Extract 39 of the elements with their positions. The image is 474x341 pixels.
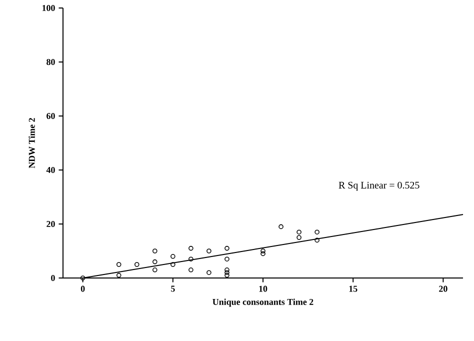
point [116,262,122,267]
point [188,256,194,262]
point [116,272,122,278]
point [224,268,230,272]
x-tick-label: 10 [259,286,268,292]
x-tick-label: 0 [80,286,85,292]
annotation: R Sq Linear = 0.525 [338,182,420,191]
y-tick-label: 40 [46,166,55,174]
point [188,246,194,251]
point [260,248,266,254]
x-tick-label: 5 [171,286,175,292]
x-axis-title: Unique consonants Time 2 [212,298,314,307]
point [206,248,212,254]
point [314,238,320,243]
point [296,235,302,240]
y-tick-label: 60 [46,112,55,120]
point [134,262,140,267]
point [314,230,320,234]
point [224,270,230,275]
y-tick-label: 0 [51,274,55,282]
y-tick-label: 100 [42,4,55,12]
point [224,246,230,251]
x-tick-label: 20 [439,286,448,292]
y-axis-title: NDW Time 2 [28,118,35,168]
point [224,256,230,262]
point [296,230,302,234]
point [224,272,230,278]
point [152,248,158,254]
point [170,254,176,259]
point [206,270,212,275]
point [260,251,266,256]
y-tick-label: 20 [46,220,55,228]
point [170,262,176,267]
point [152,259,158,264]
y-tick-label: 80 [46,58,55,66]
point [152,268,158,272]
point [278,224,284,230]
point [188,268,194,272]
x-tick-label: 15 [349,286,358,292]
